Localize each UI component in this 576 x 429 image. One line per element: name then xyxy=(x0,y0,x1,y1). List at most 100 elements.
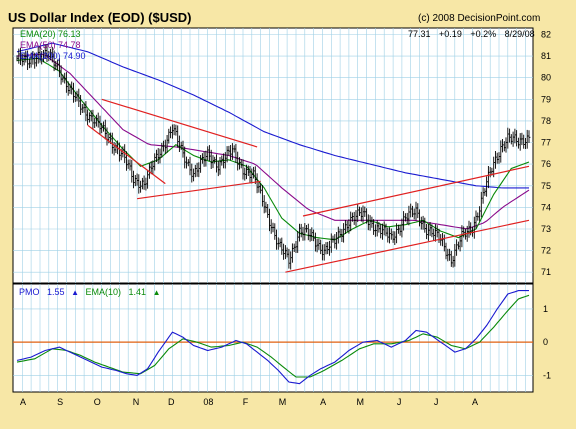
price-bar xyxy=(95,114,98,127)
price-bar xyxy=(221,155,224,166)
price-bar xyxy=(302,226,305,241)
price-bar xyxy=(34,52,37,69)
price-bar xyxy=(396,223,398,244)
price-bar xyxy=(429,222,432,236)
price-bar xyxy=(138,174,141,194)
price-bar xyxy=(468,220,471,238)
price-bar xyxy=(223,153,225,169)
price-bar xyxy=(76,90,79,102)
price-bar xyxy=(87,109,89,125)
price-bar xyxy=(265,201,268,213)
x-tick-label: M xyxy=(279,397,287,407)
price-bar xyxy=(228,145,231,156)
price-y-tick-label: 72 xyxy=(541,246,551,256)
price-bar xyxy=(226,146,229,163)
price-bar xyxy=(281,237,284,255)
price-bar xyxy=(479,206,481,222)
price-panel: 71 72 73 74 75 76 77 78 79 80 81 82 EMA(20) 76.13 E… xyxy=(12,27,551,284)
price-bar xyxy=(207,146,210,161)
pmo-gridlines xyxy=(13,284,533,392)
price-bar xyxy=(270,219,273,234)
price-bar xyxy=(78,88,81,107)
price-bar xyxy=(198,162,201,178)
quote-last: 77.31 xyxy=(408,29,431,39)
price-bar xyxy=(330,233,333,253)
price-bar xyxy=(81,104,84,113)
price-bar xyxy=(316,238,319,253)
trendlines xyxy=(87,98,530,273)
price-bar xyxy=(284,245,287,260)
price-bar xyxy=(332,235,335,243)
price-bar xyxy=(136,173,139,186)
price-bar xyxy=(314,232,317,252)
price-bar xyxy=(28,58,31,69)
price-bar xyxy=(129,159,132,171)
price-bar xyxy=(25,50,28,63)
price-bar xyxy=(152,160,155,175)
price-bar xyxy=(463,226,466,238)
price-y-tick-label: 81 xyxy=(541,51,551,61)
price-bar xyxy=(177,125,180,148)
pmo-line-group xyxy=(16,290,529,385)
price-bar xyxy=(247,165,250,176)
price-bar xyxy=(457,241,460,250)
price-bar xyxy=(374,224,377,237)
trendline xyxy=(302,165,530,217)
price-bar xyxy=(362,205,365,223)
copyright-text: (c) 2008 DecisionPoint.com xyxy=(418,13,540,24)
price-bar xyxy=(186,156,188,169)
price-bar xyxy=(145,177,148,191)
price-bar xyxy=(67,81,70,96)
price-bar xyxy=(154,153,157,171)
price-bar xyxy=(256,173,259,194)
price-bar xyxy=(249,166,252,184)
pmo-ema-legend-value: 1.41 xyxy=(129,287,147,297)
price-bar xyxy=(127,159,130,169)
price-bar xyxy=(64,72,67,84)
pmo-y-tick-labels: -1 0 1 xyxy=(543,304,551,381)
price-bar xyxy=(343,223,345,243)
price-bar xyxy=(219,157,222,175)
price-bar xyxy=(258,181,261,193)
price-bar xyxy=(299,223,301,242)
svg-text:PMO 1.55 ▲: PMO 1.55 ▲ EMA(10) 1.41 ▲ xyxy=(19,287,161,297)
price-bars xyxy=(16,44,531,270)
pmo-ema-legend-label: EMA(10) xyxy=(86,287,122,297)
price-bar xyxy=(445,242,448,260)
price-bar xyxy=(341,229,344,242)
price-bar xyxy=(92,109,95,130)
price-bar xyxy=(297,231,300,253)
price-bar xyxy=(30,52,33,68)
price-bar xyxy=(210,149,213,169)
price-bar xyxy=(131,159,134,183)
price-bar xyxy=(57,59,59,71)
price-bar xyxy=(73,82,75,103)
price-bar xyxy=(461,225,464,248)
price-bar xyxy=(300,223,303,238)
price-bar xyxy=(27,50,29,70)
price-bar xyxy=(433,228,436,241)
price-bar xyxy=(417,203,420,219)
price-bar xyxy=(519,133,522,151)
price-y-tick-label: 73 xyxy=(541,224,551,234)
x-tick-label: N xyxy=(133,397,140,407)
price-bar xyxy=(371,216,374,228)
x-tick-label: M xyxy=(356,397,364,407)
price-bar xyxy=(90,110,93,122)
price-bar xyxy=(184,146,187,169)
legend-ema50: EMA(50) 74.78 xyxy=(20,40,81,50)
pmo-y-tick-label: -1 xyxy=(543,370,551,380)
trendline xyxy=(137,180,261,200)
price-bar xyxy=(360,207,363,222)
price-bar xyxy=(163,140,165,152)
price-bar xyxy=(39,46,42,63)
price-bar xyxy=(503,141,506,152)
price-bar xyxy=(37,47,40,64)
price-bar xyxy=(334,234,337,249)
price-bar xyxy=(424,217,427,233)
price-bar xyxy=(246,164,248,180)
price-bar xyxy=(260,183,262,194)
price-bar xyxy=(293,243,296,252)
price-bar xyxy=(521,132,524,146)
price-y-tick-labels: 71 72 73 74 75 76 77 78 79 80 81 82 xyxy=(541,30,551,278)
